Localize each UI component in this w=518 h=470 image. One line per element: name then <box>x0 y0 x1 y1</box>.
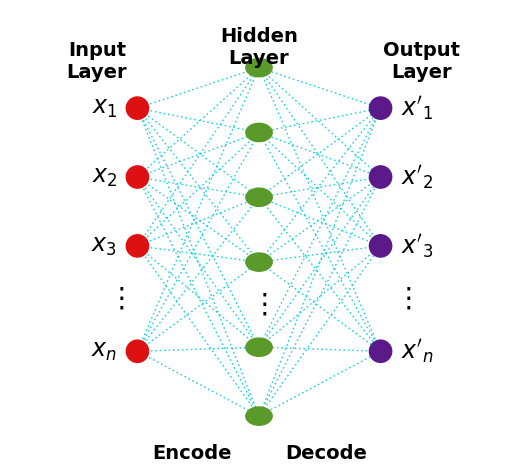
Text: $\vdots$: $\vdots$ <box>107 285 124 313</box>
Text: $x_{3}$: $x_{3}$ <box>92 234 117 258</box>
Ellipse shape <box>369 340 392 362</box>
Ellipse shape <box>369 97 392 119</box>
Ellipse shape <box>246 407 272 425</box>
Text: Input
Layer: Input Layer <box>67 41 127 82</box>
Ellipse shape <box>369 166 392 188</box>
Ellipse shape <box>246 123 272 141</box>
Ellipse shape <box>246 253 272 271</box>
Text: $\vdots$: $\vdots$ <box>394 285 411 313</box>
Text: $\vdots$: $\vdots$ <box>250 290 268 319</box>
Ellipse shape <box>246 338 272 356</box>
Text: $x_{n}$: $x_{n}$ <box>91 339 117 363</box>
Text: Decode: Decode <box>285 444 367 462</box>
Ellipse shape <box>126 97 149 119</box>
Text: Output
Layer: Output Layer <box>383 41 459 82</box>
Text: Encode: Encode <box>152 444 232 462</box>
Text: $x_{1}$: $x_{1}$ <box>92 96 117 120</box>
Text: $x'_{2}$: $x'_{2}$ <box>401 163 433 191</box>
Text: Hidden
Layer: Hidden Layer <box>220 27 298 68</box>
Text: $x'_{3}$: $x'_{3}$ <box>401 232 433 260</box>
Ellipse shape <box>126 235 149 257</box>
Ellipse shape <box>246 58 272 77</box>
Ellipse shape <box>126 340 149 362</box>
Text: $x'_{1}$: $x'_{1}$ <box>401 94 433 122</box>
Text: $x_{2}$: $x_{2}$ <box>92 165 117 189</box>
Ellipse shape <box>246 188 272 206</box>
Ellipse shape <box>369 235 392 257</box>
Ellipse shape <box>126 166 149 188</box>
Text: $x'_{n}$: $x'_{n}$ <box>401 337 434 365</box>
